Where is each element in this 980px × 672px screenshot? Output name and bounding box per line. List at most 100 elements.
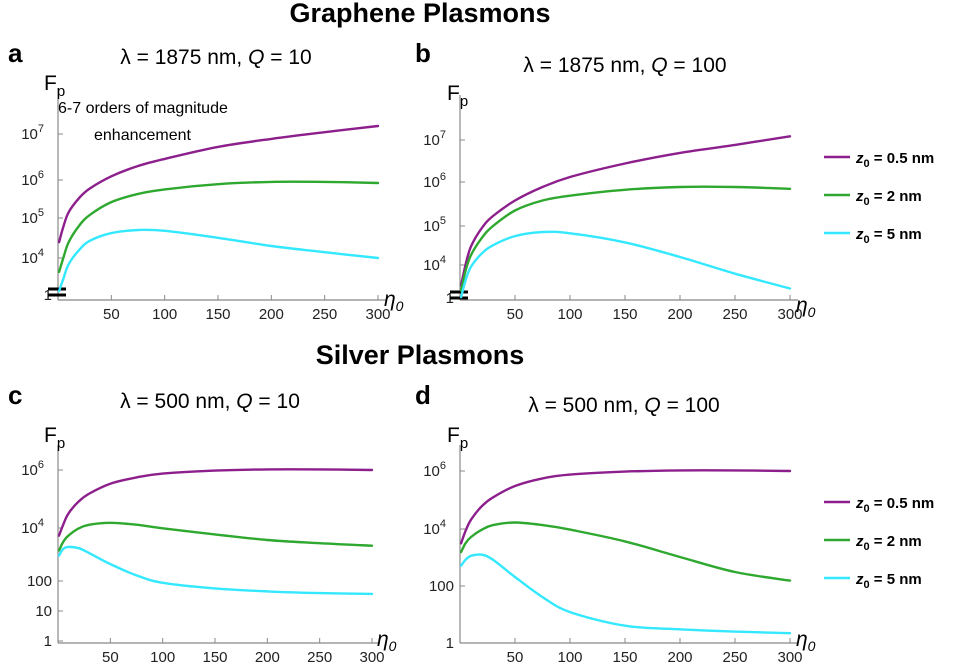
legend-label: z0 = 2 nm <box>855 188 922 208</box>
panel-title: λ = 500 nm, Q = 10 <box>120 390 300 413</box>
y-tick-label: 106 <box>423 171 446 191</box>
x-tick-label: 150 <box>612 306 637 323</box>
y-tick-exponent: 7 <box>440 129 446 141</box>
x-tick-label: 300 <box>777 306 802 323</box>
y-tick-label: 1 <box>44 287 52 304</box>
legend-value: = 2 nm <box>870 188 922 205</box>
y-tick-exponent: 6 <box>38 459 44 471</box>
y-tick-label: 100 <box>27 573 52 590</box>
y-tick-label: 104 <box>21 517 44 537</box>
y-tick-exponent: 4 <box>440 254 446 266</box>
legend-var-sub: 0 <box>864 196 870 208</box>
x-axis-label: η0 <box>796 628 816 654</box>
y-tick-base: 10 <box>21 520 38 537</box>
y-tick-label: 104 <box>21 247 44 267</box>
section-title-graphene: Graphene Plasmons <box>289 0 550 28</box>
series-line-1 <box>57 468 374 537</box>
y-tick-label: 10 <box>35 603 52 620</box>
series-line-2 <box>459 521 792 582</box>
x-tick-label: 100 <box>150 649 175 666</box>
legend-label: z0 = 0.5 nm <box>855 150 934 170</box>
y-tick-exponent: 4 <box>38 247 44 259</box>
y-tick-base: 10 <box>423 174 440 191</box>
series-line-3 <box>459 230 792 299</box>
y-axis-label-main: F <box>447 82 460 105</box>
x-tick-label: 250 <box>722 306 747 323</box>
legend-var: z <box>855 188 864 205</box>
x-axis-label-sub: 0 <box>808 304 816 320</box>
legend-label: z0 = 5 nm <box>855 226 922 246</box>
x-tick-label: 150 <box>202 649 227 666</box>
panel-title-prefix: λ = 1875 nm, <box>523 54 651 77</box>
y-tick-label: 107 <box>423 129 446 149</box>
x-tick-label: 200 <box>667 306 692 323</box>
y-tick-base: 10 <box>21 210 38 227</box>
x-axis-label-sub: 0 <box>808 638 816 654</box>
series-line-1 <box>459 469 792 545</box>
panel-letter: a <box>8 38 23 68</box>
section-title-silver: Silver Plasmons <box>316 340 525 370</box>
x-tick-label: 50 <box>507 649 524 666</box>
annotation-line-1: 6-7 orders of magnitude <box>58 100 228 117</box>
legend-value: = 0.5 nm <box>870 495 935 512</box>
legend-var-sub: 0 <box>864 541 870 553</box>
legend-var-sub: 0 <box>864 579 870 591</box>
legend-var: z <box>855 495 864 512</box>
series-line-3 <box>57 228 380 293</box>
x-tick-label: 200 <box>667 649 692 666</box>
legend-label: z0 = 2 nm <box>855 533 922 553</box>
y-tick-label: 1 <box>446 635 454 652</box>
y-tick-base: 10 <box>21 250 38 267</box>
panel-title-prefix: λ = 1875 nm, <box>120 46 248 69</box>
x-axis-label: η0 <box>377 628 397 654</box>
x-axis-label-main: η <box>377 628 389 651</box>
x-axis-label-main: η <box>796 628 808 651</box>
legend-var: z <box>855 533 864 550</box>
panel-title-suffix: = 10 <box>264 46 311 69</box>
panel-title-q: Q <box>248 46 264 69</box>
series-line-2 <box>57 180 380 274</box>
y-tick-label: 106 <box>423 460 446 480</box>
y-tick-label: 105 <box>21 207 44 227</box>
y-tick-base: 10 <box>21 126 38 143</box>
y-tick-base: 10 <box>423 132 440 149</box>
series-line-1 <box>459 135 792 287</box>
x-tick-label: 150 <box>612 649 637 666</box>
y-tick-label: 104 <box>423 254 446 274</box>
y-axis-label-sub: p <box>460 93 468 110</box>
panel-title-q: Q <box>644 394 660 417</box>
legend-var-sub: 0 <box>864 158 870 170</box>
panel-title-prefix: λ = 500 nm, <box>120 390 236 413</box>
y-tick-label: 104 <box>423 518 446 538</box>
legend-value: = 2 nm <box>870 533 922 550</box>
x-tick-label: 150 <box>205 306 230 323</box>
y-axis-label-sub: p <box>57 435 65 452</box>
x-tick-label: 300 <box>777 649 802 666</box>
y-tick-exponent: 6 <box>440 171 446 183</box>
y-axis-label-sub: p <box>460 435 468 452</box>
y-tick-label: 106 <box>21 169 44 189</box>
legend-var-sub: 0 <box>864 503 870 515</box>
legend-var: z <box>855 150 864 167</box>
y-tick-exponent: 6 <box>440 460 446 472</box>
y-axis-label: Fp <box>447 424 468 452</box>
x-axis-label: η0 <box>796 294 816 320</box>
series-line-3 <box>57 545 374 596</box>
y-tick-base: 10 <box>21 462 38 479</box>
y-axis-label-main: F <box>44 424 57 447</box>
x-tick-label: 50 <box>102 649 119 666</box>
y-tick-label: 105 <box>423 215 446 235</box>
y-tick-label: 1 <box>446 290 454 307</box>
annotation-line-2: enhancement <box>94 127 192 144</box>
y-tick-base: 10 <box>423 521 440 538</box>
panel-title: λ = 500 nm, Q = 100 <box>528 394 719 417</box>
y-tick-exponent: 5 <box>38 207 44 219</box>
y-tick-base: 10 <box>423 463 440 480</box>
y-tick-label: 1 <box>44 633 52 650</box>
legend-value: = 5 nm <box>870 571 922 588</box>
series-line-2 <box>459 185 792 292</box>
x-tick-label: 100 <box>557 649 582 666</box>
